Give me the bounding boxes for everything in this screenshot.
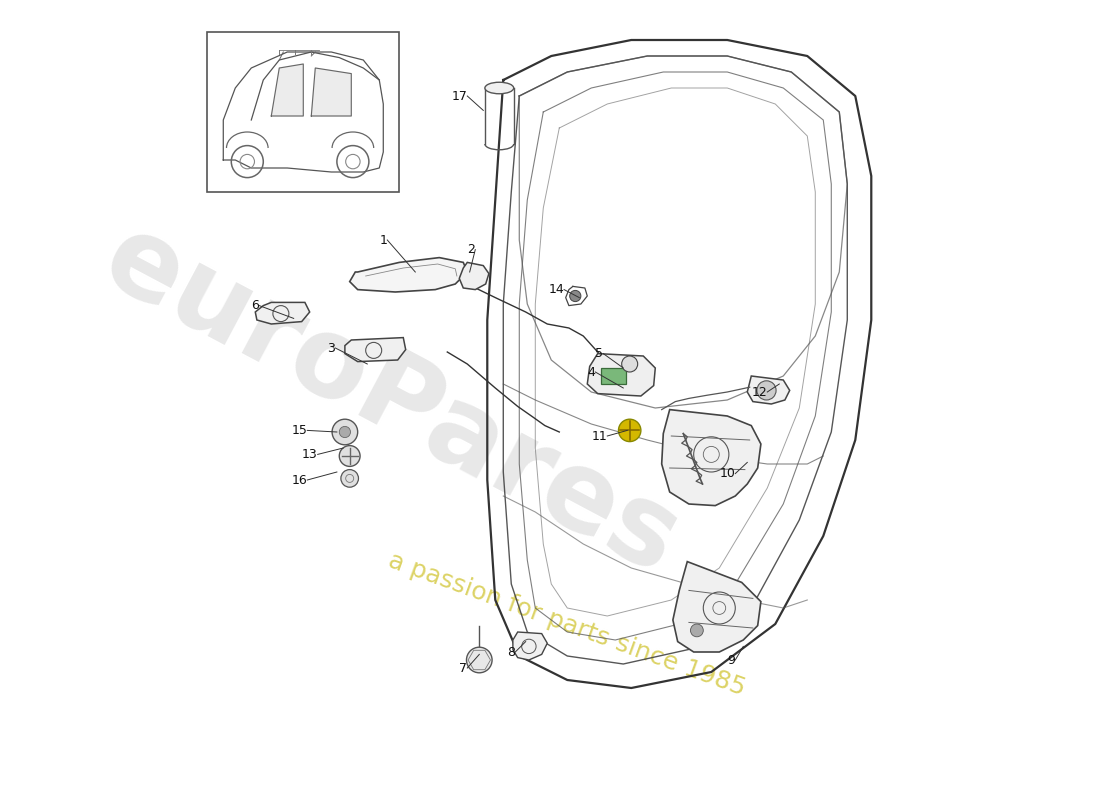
Text: 15: 15	[292, 424, 307, 437]
Polygon shape	[460, 262, 488, 290]
Text: 11: 11	[592, 430, 607, 442]
Text: 12: 12	[751, 386, 768, 398]
Text: a passion for parts since 1985: a passion for parts since 1985	[385, 548, 749, 700]
Bar	[601, 368, 627, 384]
Text: 6: 6	[252, 299, 260, 312]
Circle shape	[341, 470, 359, 487]
Polygon shape	[587, 354, 656, 396]
Circle shape	[466, 647, 492, 673]
Polygon shape	[255, 302, 310, 324]
Text: 17: 17	[451, 90, 468, 102]
Text: 13: 13	[301, 448, 318, 461]
Bar	[207, 32, 399, 192]
Text: 9: 9	[727, 654, 735, 666]
Polygon shape	[673, 562, 761, 652]
Circle shape	[570, 290, 581, 302]
Ellipse shape	[485, 82, 514, 94]
Polygon shape	[662, 410, 761, 506]
Polygon shape	[513, 632, 548, 660]
Circle shape	[339, 426, 351, 438]
Circle shape	[339, 446, 360, 466]
Text: euroPares: euroPares	[86, 204, 697, 596]
Text: 1: 1	[379, 234, 387, 246]
Text: 3: 3	[328, 342, 336, 354]
Circle shape	[621, 356, 638, 372]
Circle shape	[332, 419, 358, 445]
Polygon shape	[311, 68, 351, 116]
Polygon shape	[747, 376, 790, 404]
Polygon shape	[272, 64, 304, 116]
Text: 16: 16	[292, 474, 307, 486]
Text: 8: 8	[507, 646, 515, 658]
Circle shape	[691, 624, 703, 637]
Text: 10: 10	[719, 467, 735, 480]
Circle shape	[757, 381, 777, 400]
Text: 7: 7	[460, 662, 467, 674]
Circle shape	[618, 419, 641, 442]
Polygon shape	[350, 258, 468, 292]
Text: 2: 2	[468, 243, 475, 256]
Polygon shape	[345, 338, 406, 362]
Text: 5: 5	[595, 347, 603, 360]
Text: 14: 14	[548, 283, 564, 296]
Text: 4: 4	[587, 366, 595, 378]
